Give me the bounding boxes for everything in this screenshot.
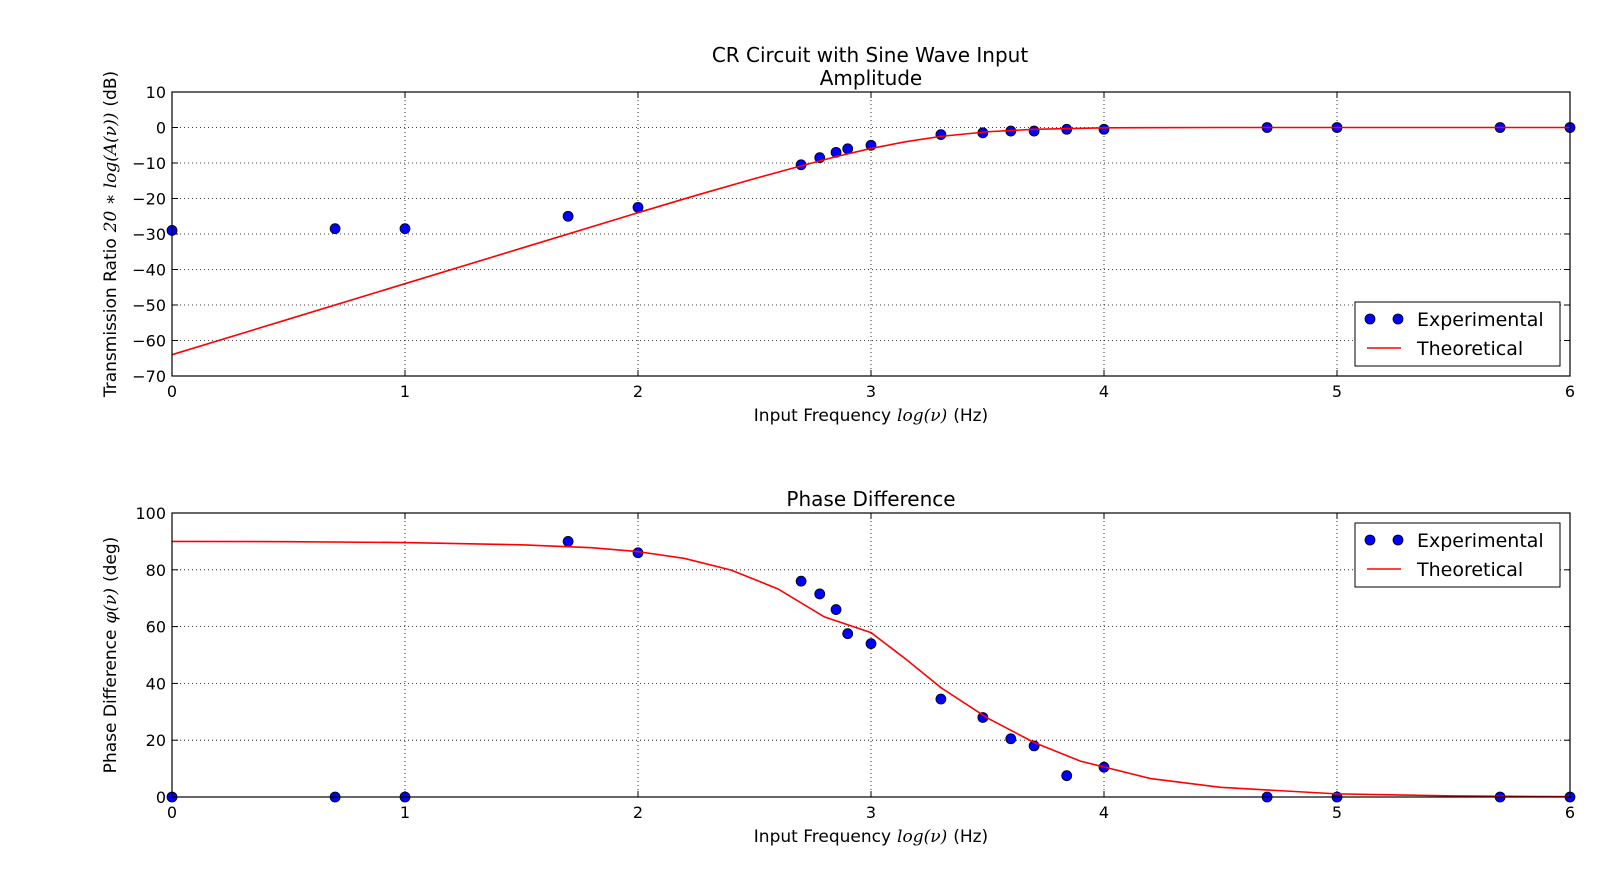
x-tick-label: 4: [1099, 803, 1109, 822]
theoretical-line: [171, 126, 1570, 356]
experimental-point: [935, 693, 947, 705]
x-tick-label: 1: [400, 803, 410, 822]
x-tick-label: 1: [400, 382, 410, 401]
experimental-point: [1028, 125, 1040, 137]
legend-marker-swatch: [1364, 534, 1376, 546]
legend-entry-label: Theoretical: [1416, 559, 1523, 581]
x-tick-label: 5: [1332, 803, 1342, 822]
y-tick-label: 100: [135, 504, 166, 523]
x-axis-label-unit: (Hz): [953, 406, 988, 426]
legend-entry-label: Theoretical: [1416, 338, 1523, 360]
y-tick-label: 60: [146, 618, 166, 637]
x-axis-label-text: Input Frequency: [754, 406, 891, 426]
experimental-point: [562, 210, 574, 222]
legend-marker-swatch: [1364, 313, 1376, 325]
axes-title: Phase Difference: [786, 487, 955, 511]
y-axis-label-unit: (dB): [101, 71, 121, 107]
x-axis-label: Input Frequency log(ν) (Hz): [754, 827, 988, 847]
theoretical-line: [171, 540, 1571, 798]
experimental-point: [795, 575, 807, 587]
y-axis-label-math: φ(ν): [101, 588, 121, 624]
y-tick-label: −40: [132, 261, 166, 280]
figure-suptitle: CR Circuit with Sine Wave Input: [712, 43, 1029, 67]
y-tick-label: −70: [132, 367, 166, 386]
legend-entry-label: Experimental: [1417, 309, 1544, 331]
x-tick-label: 3: [866, 803, 876, 822]
x-axis-label-math: log(ν): [897, 827, 947, 847]
experimental-point: [935, 129, 947, 141]
y-axis-label: Transmission Ratio 20 ∗ log(A(ν)) (dB): [101, 71, 121, 398]
x-tick-label: 4: [1099, 382, 1109, 401]
axes-frame: [171, 91, 1571, 377]
legend-box: [1354, 301, 1561, 367]
x-axis-label-text: Input Frequency: [754, 827, 891, 847]
experimental-point: [1098, 123, 1110, 135]
experimental-point: [562, 536, 574, 547]
x-tick-label: 3: [866, 382, 876, 401]
y-axis-label-unit: (deg): [101, 537, 121, 582]
x-tick-label: 6: [1565, 382, 1575, 401]
y-tick-label: −10: [132, 154, 166, 173]
y-tick-label: 40: [146, 674, 166, 693]
x-tick-label: 5: [1332, 382, 1342, 401]
y-tick-label: 80: [146, 561, 166, 580]
experimental-point: [1061, 770, 1073, 782]
y-axis-label-text: Transmission Ratio: [101, 238, 121, 398]
y-tick-label: −30: [132, 225, 166, 244]
experimental-point: [842, 628, 854, 640]
legend-entry-label: Experimental: [1417, 530, 1544, 552]
experimental-point: [830, 604, 842, 615]
y-tick-label: 20: [146, 731, 166, 750]
x-tick-label: 2: [633, 803, 643, 822]
phase-difference-plot: 0 1 2 3 4 5 6 100 80 60 40 20 0 Phase Difference Input…: [101, 487, 1576, 847]
legend-marker-swatch: [1392, 534, 1404, 546]
experimental-point: [814, 588, 826, 600]
y-axis-label-text: Phase Difference: [101, 630, 121, 774]
x-tick-label: 0: [167, 803, 177, 822]
axes-title: Amplitude: [820, 66, 923, 90]
x-tick-label: 6: [1565, 803, 1575, 822]
y-axis-label-math: 20 ∗ log(A(ν)): [101, 113, 121, 234]
experimental-point: [865, 638, 877, 650]
y-tick-label: 0: [156, 788, 166, 807]
experimental-point: [1005, 733, 1017, 745]
axes-frame: [171, 512, 1571, 798]
y-tick-label: −20: [132, 190, 166, 209]
legend-marker-swatch: [1392, 313, 1404, 325]
y-axis-label: Phase Difference φ(ν) (deg): [101, 537, 121, 774]
y-tick-label: 0: [156, 119, 166, 138]
experimental-point: [329, 223, 341, 235]
y-tick-label: −60: [132, 332, 166, 351]
amplitude-plot: 0 1 2 3 4 5 6 10 0 −10 −20 −30 −40 −50 −60 −70 Amplitude…: [101, 66, 1576, 426]
x-axis-label-unit: (Hz): [953, 827, 988, 847]
x-tick-label: 2: [633, 382, 643, 401]
x-axis-label: Input Frequency log(ν) (Hz): [754, 406, 988, 426]
experimental-point: [399, 223, 411, 235]
legend-box: [1354, 522, 1561, 588]
y-tick-label: 10: [146, 83, 166, 102]
y-tick-label: −50: [132, 296, 166, 315]
x-tick-label: 0: [167, 382, 177, 401]
x-axis-label-math: log(ν): [897, 406, 947, 426]
